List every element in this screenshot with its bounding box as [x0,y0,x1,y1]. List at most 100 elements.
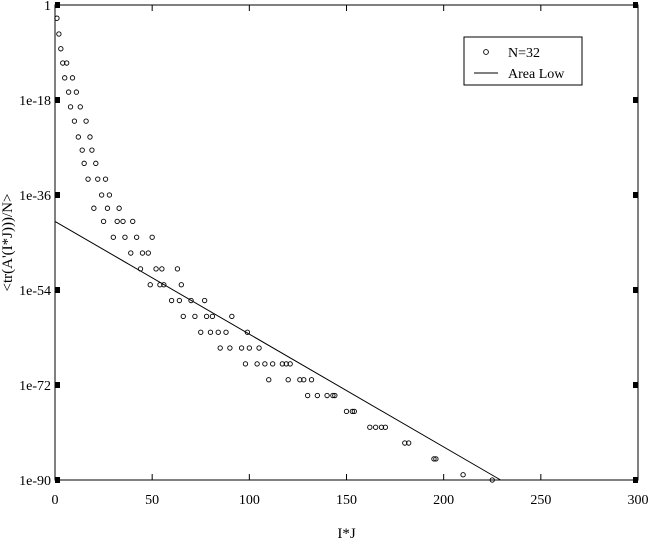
data-point [332,392,338,399]
data-point [73,89,80,95]
data-point [406,440,412,446]
data-point [56,31,62,37]
x-tick-label: 100 [239,493,260,508]
data-point [149,234,155,240]
y-tick-mark-right [633,477,638,483]
n32-series [54,15,495,483]
data-point [192,313,198,320]
data-point [87,134,93,140]
data-point [64,60,70,66]
y-tick-mark [55,287,60,293]
data-point [100,218,107,225]
data-point [242,361,249,367]
data-point [168,297,175,304]
y-tick-label: 1e-36 [19,189,51,204]
x-tick-label: 0 [52,493,59,508]
data-point [262,361,268,367]
data-point [285,377,291,383]
data-point [343,408,350,415]
y-tick-label: 1e-90 [19,474,51,489]
data-point [137,266,144,272]
data-point [207,329,214,335]
data-point [161,282,167,288]
data-point [287,361,293,367]
data-point [153,266,159,272]
data-point [54,15,60,21]
data-point [128,250,134,256]
data-point [372,424,379,430]
legend-label-area-low: Area Low [508,67,565,82]
data-point [106,192,113,198]
area-low-line [54,220,501,481]
data-point [176,297,183,304]
data-point [238,345,245,351]
x-tick-label: 250 [530,493,551,508]
data-point [69,75,76,81]
data-point [209,313,216,320]
y-tick-mark-right [633,382,638,388]
data-point [324,392,330,399]
data-point [378,424,385,430]
data-point [382,424,389,430]
y-tick-mark [55,192,60,198]
data-point [431,456,437,462]
data-point [283,361,289,367]
data-point [301,377,307,383]
data-point [81,160,87,166]
y-tick-mark [55,97,60,103]
data-point [460,472,466,478]
data-point [270,361,276,367]
data-point [246,345,252,351]
data-point [77,104,83,110]
y-tick-mark-right [633,2,638,8]
y-tick-mark-right [633,287,638,293]
y-tick-label: 1 [44,0,51,14]
data-point [95,176,101,182]
data-point [256,345,262,351]
data-point [297,377,303,383]
data-point [93,160,99,166]
y-tick-label: 1e-54 [19,284,51,299]
data-point [139,250,146,256]
y-axis-ticks: 1 1e-18 1e-36 1e-54 1e-72 1e-90 [19,0,638,489]
data-point [120,218,126,225]
y-tick-mark [55,2,60,8]
data-point [130,218,136,225]
data-point [489,477,495,483]
data-point [266,377,272,383]
data-point [157,282,163,288]
data-point [85,176,91,182]
x-axis-label: I*J [337,526,355,542]
data-point [122,234,128,240]
y-axis-label: <tr(A'(I*J)))/N> [0,194,16,292]
data-point [254,361,260,367]
data-point [62,75,68,81]
data-point [201,297,208,304]
data-point [217,345,223,351]
data-point [229,313,235,320]
data-point [215,329,221,335]
data-point [159,266,165,272]
data-point [102,176,109,182]
data-point [147,282,153,288]
data-point [79,147,85,153]
data-point [279,361,286,367]
x-tick-label: 50 [145,493,159,508]
data-point [60,60,66,66]
y-tick-mark-right [633,192,638,198]
data-point [180,313,186,320]
data-point [203,313,210,320]
legend-box [463,36,583,86]
data-point [330,392,336,399]
data-point [198,329,204,335]
data-point [133,234,140,240]
data-point [227,345,233,351]
data-point [65,89,72,95]
data-point [67,104,74,110]
data-point [145,250,151,256]
data-point [89,147,95,153]
data-point [314,392,320,399]
y-tick-mark [55,477,60,483]
y-tick-label: 1e-18 [19,94,51,109]
